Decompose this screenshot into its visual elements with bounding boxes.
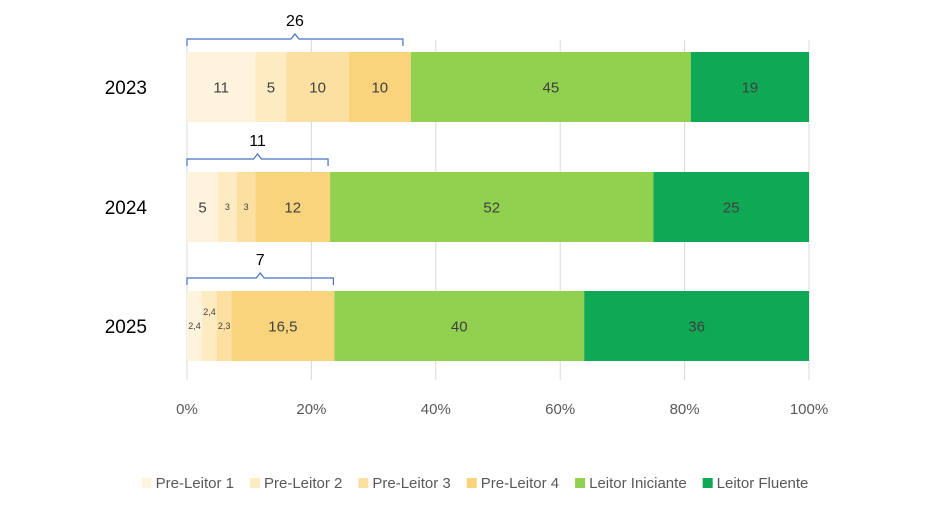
x-tick-label: 40% — [421, 401, 451, 418]
bar-segment — [653, 172, 809, 242]
legend-swatch — [575, 478, 586, 488]
bar-segment-label: 3 — [225, 202, 230, 212]
legend-label: Pre-Leitor 1 — [156, 475, 234, 492]
legend-item: Leitor Iniciante — [575, 475, 687, 492]
segment-labels: 11 5 10 10 45 195 3 3 12 52 252,42,42,3 16,5 40 36 — [188, 79, 758, 335]
bar-segment-label: 2,3 — [218, 321, 231, 331]
bar-segment — [255, 52, 287, 122]
bar-segment — [187, 172, 219, 242]
bar-segment — [236, 172, 256, 242]
bars — [187, 52, 809, 361]
brace-label: 11 — [249, 133, 266, 150]
legend-label: Pre-Leitor 3 — [372, 475, 450, 492]
bar-segment-label: 16,5 — [268, 318, 297, 335]
bar-segment — [334, 291, 585, 361]
bar-segment — [231, 291, 335, 361]
bar-segment-label: 3 — [244, 202, 249, 212]
legend: Pre-Leitor 1 Pre-Leitor 2 Pre-Leitor 3 Pre-… — [141, 475, 809, 492]
bar-segment — [201, 291, 217, 361]
bar-segment-label: 52 — [483, 199, 500, 216]
bar-segment — [286, 52, 349, 122]
x-tick-label: 100% — [790, 401, 828, 418]
bar-segment-label: 10 — [309, 79, 326, 96]
x-axis-tick-labels: 0% 20% 40% 60% 80% 100% — [176, 401, 828, 418]
brace-label: 7 — [256, 252, 265, 269]
bar-segment — [690, 52, 809, 122]
bar-segment-label: 5 — [267, 79, 275, 96]
brace-annotations: 26 11 7 — [186, 13, 404, 285]
legend-item: Pre-Leitor 3 — [358, 475, 451, 492]
bar-segment — [255, 172, 331, 242]
bar-segment — [218, 172, 237, 242]
legend-label: Leitor Iniciante — [589, 475, 687, 492]
bar-segment-label: 45 — [543, 79, 560, 96]
category-label: 2025 — [105, 317, 147, 338]
bar-segment — [330, 172, 654, 242]
legend-swatch — [141, 478, 152, 488]
bar-segment — [216, 291, 232, 361]
brace — [186, 33, 404, 46]
bar-segment-label: 11 — [213, 79, 229, 96]
bar-segment-label: 2,4 — [188, 321, 201, 331]
bar-segment-label: 25 — [723, 199, 740, 216]
category-label: 2024 — [105, 198, 148, 219]
x-tick-label: 20% — [296, 401, 326, 418]
legend-swatch — [249, 478, 260, 488]
legend-label: Leitor Fluente — [717, 475, 809, 492]
bar-segment-label: 10 — [371, 79, 388, 96]
legend-item: Leitor Fluente — [702, 475, 809, 492]
legend-item: Pre-Leitor 1 — [141, 475, 234, 492]
legend-item: Pre-Leitor 4 — [466, 475, 559, 492]
legend-label: Pre-Leitor 4 — [481, 475, 559, 492]
category-labels: 2023 2024 2025 — [105, 78, 148, 338]
bar-segment — [348, 52, 411, 122]
legend-swatch — [466, 478, 477, 488]
bar-segment — [187, 52, 256, 122]
legend-swatch — [358, 478, 369, 488]
brace — [186, 153, 329, 166]
bar-segment — [187, 291, 202, 361]
x-tick-label: 0% — [176, 401, 198, 418]
bar-segment-label: 19 — [742, 79, 759, 96]
bar-segment — [584, 291, 809, 361]
brace-label: 26 — [286, 13, 304, 30]
bar-segment-label: 12 — [284, 199, 301, 216]
category-label: 2023 — [105, 78, 147, 99]
x-tick-label: 80% — [670, 401, 700, 418]
legend-swatch — [702, 478, 713, 488]
legend-item: Pre-Leitor 2 — [249, 475, 342, 492]
legend-label: Pre-Leitor 2 — [264, 475, 342, 492]
x-tick-label: 60% — [545, 401, 575, 418]
bar-segment-label: 40 — [451, 318, 468, 335]
bar-segment-label: 5 — [198, 199, 206, 216]
bar-segment-label: 36 — [688, 318, 705, 335]
bar-segment-label: 2,4 — [203, 307, 216, 317]
brace — [186, 272, 334, 285]
bar-segment — [410, 52, 691, 122]
